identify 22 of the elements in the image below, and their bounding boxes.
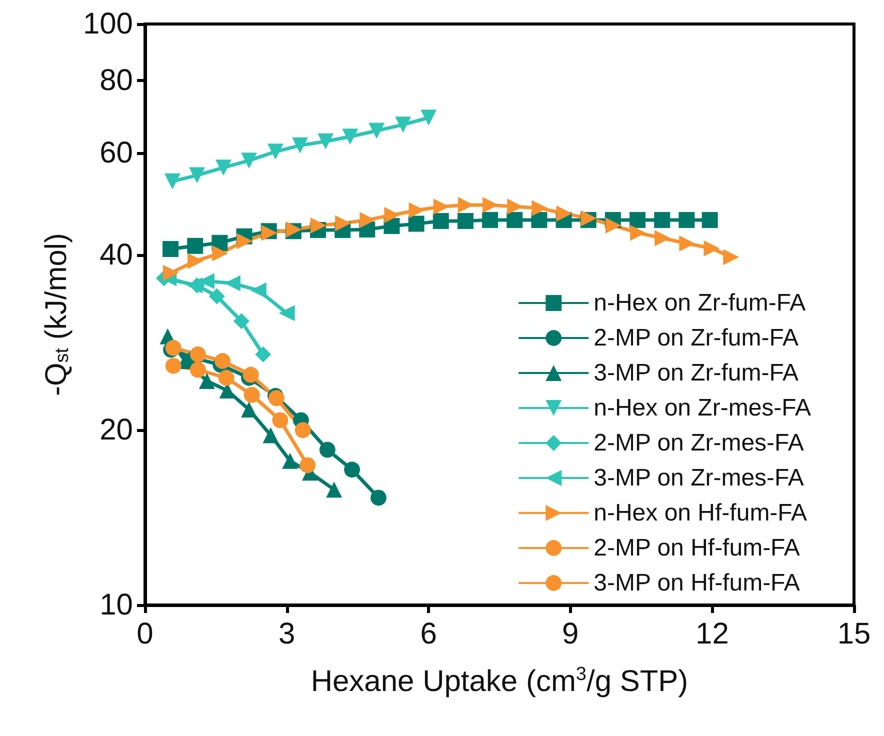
legend-label: n-Hex on Zr-fum-FA (594, 290, 806, 316)
x-tick-label: 9 (562, 618, 579, 650)
legend-label: 3-MP on Zr-fum-FA (594, 360, 799, 386)
legend-label: 2-MP on Hf-fum-FA (594, 534, 800, 562)
y-tick-label: 10 (100, 588, 133, 622)
x-tick-label: 15 (837, 618, 871, 650)
y-tick-label: 20 (100, 414, 133, 447)
legend-label: 2-MP on Zr-mes-FA (594, 430, 804, 456)
y-tick-label: 60 (100, 136, 133, 170)
legend-label: 3-MP on Hf-fum-FA (594, 570, 800, 596)
y-axis-title: -Qst (kJ/mol) (40, 232, 74, 396)
x-tick-label: 3 (278, 618, 296, 650)
x-tick-label: 0 (136, 618, 154, 650)
x-tick-label: 6 (420, 618, 437, 650)
legend-label: n-Hex on Zr-mes-FA (594, 394, 812, 422)
y-tick-label: 80 (100, 64, 133, 97)
y-tick-label: 40 (100, 238, 133, 272)
y-tick-label: 100 (82, 8, 133, 40)
legend-label: n-Hex on Hf-fum-FA (594, 500, 808, 526)
legend-label: 2-MP on Zr-fum-FA (594, 324, 799, 352)
legend-label: 3-MP on Zr-mes-FA (594, 464, 804, 492)
x-tick-label: 12 (696, 618, 729, 650)
